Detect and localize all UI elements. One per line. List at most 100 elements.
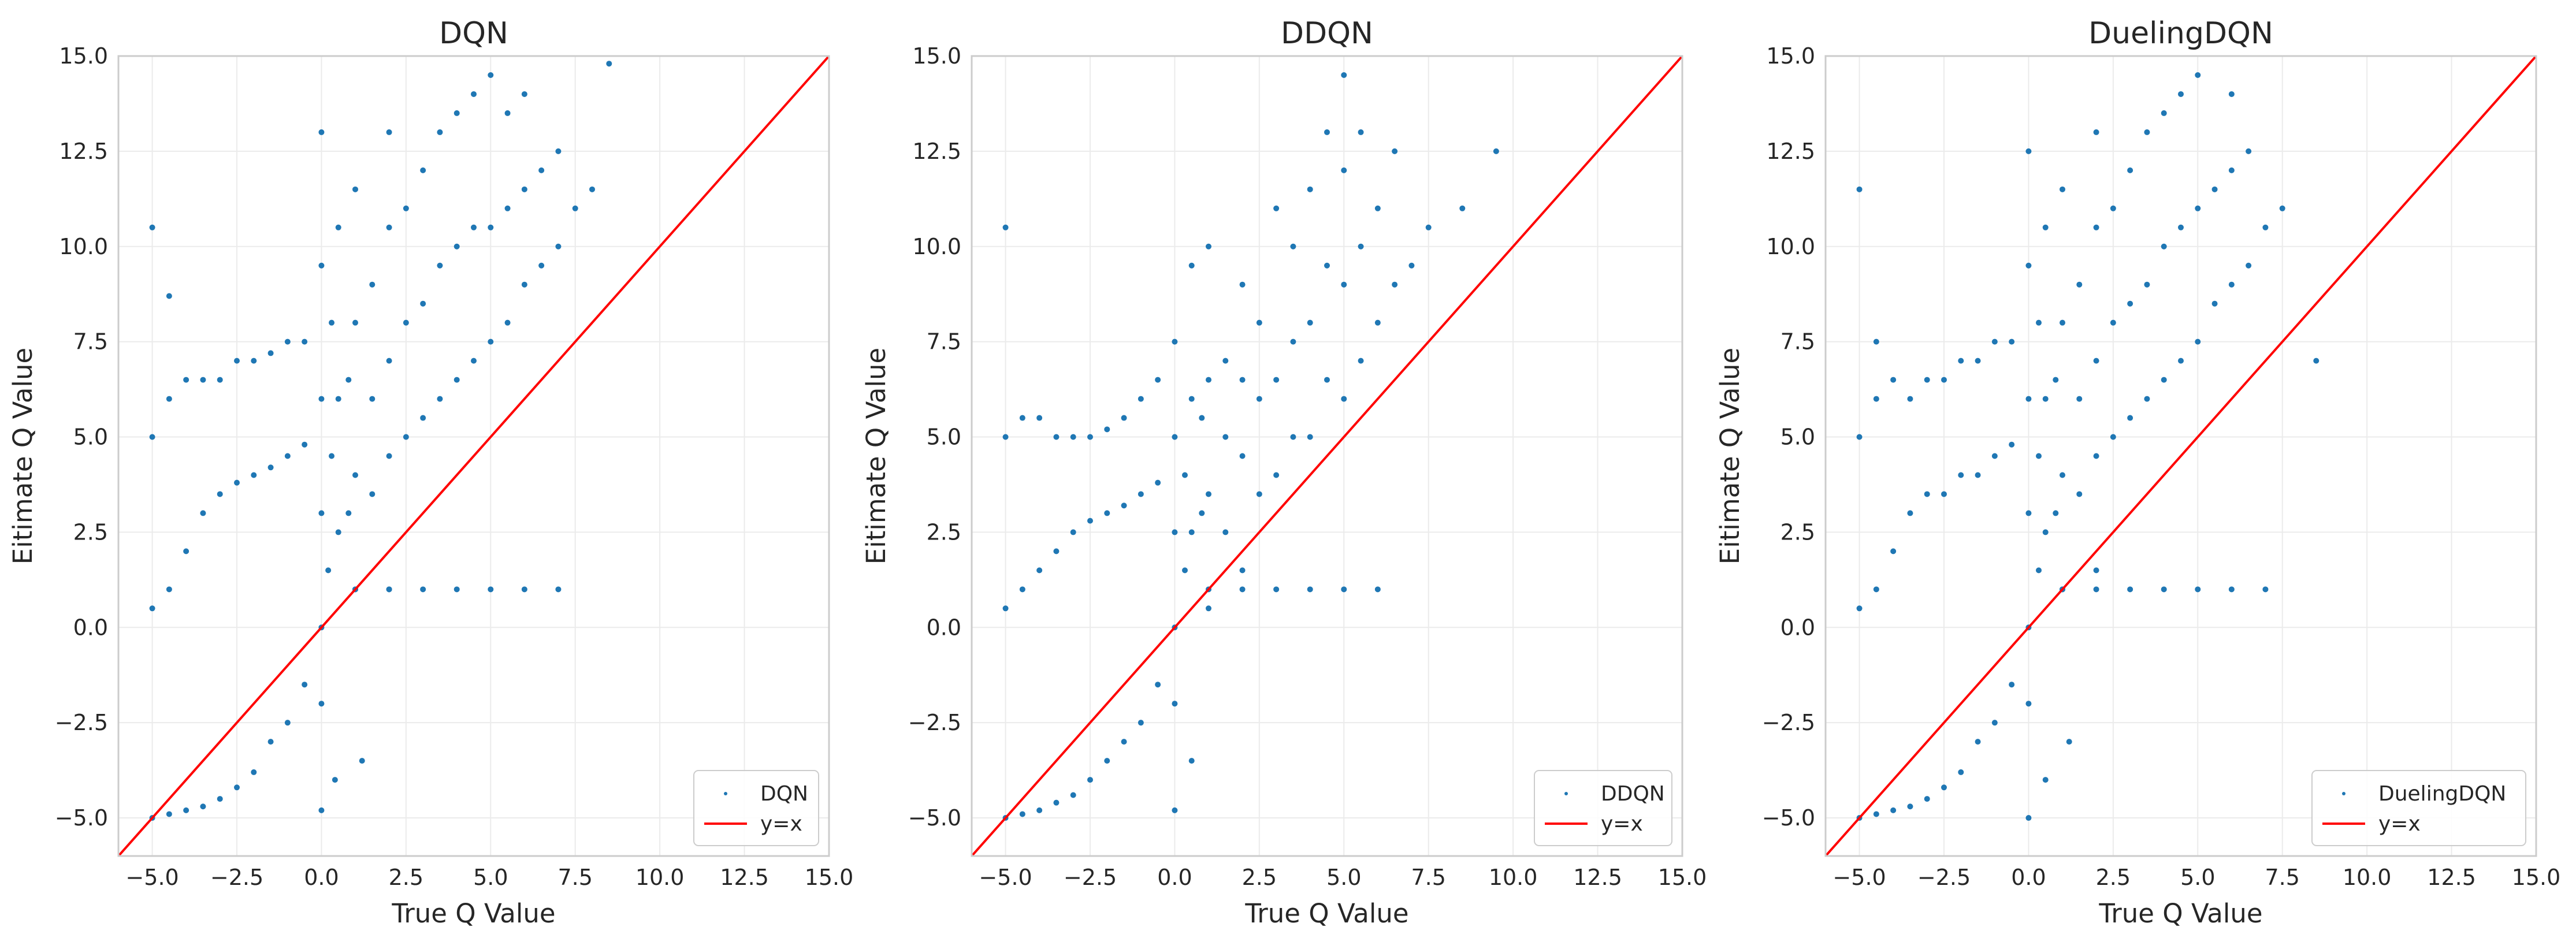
scatter-point [504, 205, 511, 211]
legend-box [1534, 770, 1672, 846]
scatter-point [318, 262, 325, 269]
chart-panel-3: −5.0 −2.5 0.0 2.5 5.0 7.5 10.0 12.5 15.0 −5.0 −2.5… [1715, 16, 2560, 929]
scatter-point [1256, 319, 1262, 326]
scatter-point [2127, 167, 2133, 173]
scatter-point [1341, 72, 1347, 78]
chart-panel-1: −5.0 −2.5 0.0 2.5 5.0 7.5 10.0 12.5 15.0 −5.0 −2.5… [8, 16, 853, 929]
scatter-point [2060, 319, 2065, 326]
y-tick-label: 7.5 [1780, 329, 1815, 355]
chart-title: DDQN [1281, 16, 1373, 51]
y-axis-label: Eitimate Q Value [1715, 348, 1745, 564]
x-axis-label: True Q Value [391, 898, 555, 929]
scatter-point [521, 186, 527, 192]
scatter-point [572, 205, 578, 211]
scatter-point [1155, 479, 1161, 486]
scatter-point [352, 186, 358, 192]
scatter-point [318, 510, 325, 516]
x-tick-label: −2.5 [1064, 865, 1117, 890]
legend-marker [724, 792, 727, 795]
scatter-point [2127, 300, 2133, 307]
y-tick-label: −5.0 [908, 805, 961, 831]
scatter-point [1374, 205, 1381, 211]
scatter-point [2093, 586, 2099, 593]
scatter-point [1053, 434, 1060, 440]
x-tick-label: 2.5 [2096, 865, 2131, 890]
scatter-point [2025, 262, 2032, 269]
scatter-point [2161, 110, 2167, 116]
scatter-point [504, 319, 511, 326]
scatter-point [1856, 605, 1863, 612]
scatter-point [149, 224, 155, 230]
scatter-point [251, 358, 257, 364]
scatter-point [1907, 396, 1913, 402]
x-tick-label: 12.5 [720, 865, 769, 890]
legend-label: DDQN [1601, 782, 1665, 806]
scatter-point [1053, 548, 1060, 554]
scatter-point [521, 281, 527, 288]
scatter-point [555, 148, 562, 154]
scatter-point [251, 769, 257, 775]
scatter-point [1155, 377, 1161, 383]
x-tick-label: 12.5 [1573, 865, 1622, 890]
x-tick-label: 10.0 [2343, 865, 2392, 890]
scatter-point [1324, 377, 1330, 383]
scatter-point [217, 491, 223, 497]
scatter-point [1206, 377, 1211, 383]
scatter-point [2093, 567, 2099, 574]
scatter-point [1991, 720, 1998, 726]
plot-content [1826, 56, 2536, 856]
x-axis-label: True Q Value [2098, 898, 2262, 929]
scatter-point [2161, 377, 2167, 383]
scatter-point [1087, 777, 1093, 783]
y-tick-label: −2.5 [908, 710, 961, 735]
y-tick-label: 15.0 [1766, 43, 1815, 69]
plot-content [972, 56, 1682, 856]
scatter-point [2009, 441, 2015, 448]
scatter-point [183, 807, 189, 813]
scatter-point [1873, 586, 1879, 593]
scatter-point [1392, 281, 1398, 288]
scatter-point [1493, 148, 1499, 154]
scatter-point [345, 510, 352, 516]
scatter-point [1941, 377, 1947, 383]
scatter-point [403, 319, 409, 326]
scatter-point [2228, 586, 2235, 593]
scatter-point [1239, 586, 1246, 593]
scatter-point [1273, 205, 1280, 211]
scatter-point [1206, 605, 1211, 612]
scatter-point [1890, 377, 1897, 383]
scatter-point [1239, 453, 1246, 459]
scatter-point [403, 205, 409, 211]
scatter-point [1425, 224, 1432, 230]
scatter-point [1975, 358, 1981, 364]
scatter-point [1172, 529, 1178, 535]
scatter-point [1036, 415, 1043, 421]
scatter-point [284, 720, 291, 726]
scatter-point [555, 243, 562, 250]
scatter-point [1121, 415, 1127, 421]
scatter-point [2025, 148, 2032, 154]
scatter-point [488, 224, 494, 230]
scatter-point [1019, 586, 1025, 593]
legend-box [693, 770, 819, 846]
scatter-point [420, 586, 426, 593]
scatter-point [2042, 529, 2049, 535]
y-tick-label: 15.0 [912, 43, 961, 69]
scatter-point [329, 453, 334, 459]
scatter-point [1172, 807, 1178, 813]
axes-frame [971, 55, 1683, 857]
scatter-point [1002, 224, 1009, 230]
x-tick-label: 12.5 [2427, 865, 2476, 890]
scatter-point [454, 243, 460, 250]
identity-line [118, 56, 829, 856]
scatter-point [1199, 510, 1205, 516]
scatter-point [471, 91, 477, 97]
scatter-point [2060, 186, 2065, 192]
scatter-point [488, 72, 494, 78]
identity-line [972, 56, 1682, 856]
scatter-point [200, 377, 206, 383]
y-axis-label: Eitimate Q Value [861, 348, 891, 564]
x-tick-label: 15.0 [2512, 865, 2561, 890]
scatter-point [1273, 472, 1280, 478]
y-tick-label: 2.5 [73, 519, 108, 545]
